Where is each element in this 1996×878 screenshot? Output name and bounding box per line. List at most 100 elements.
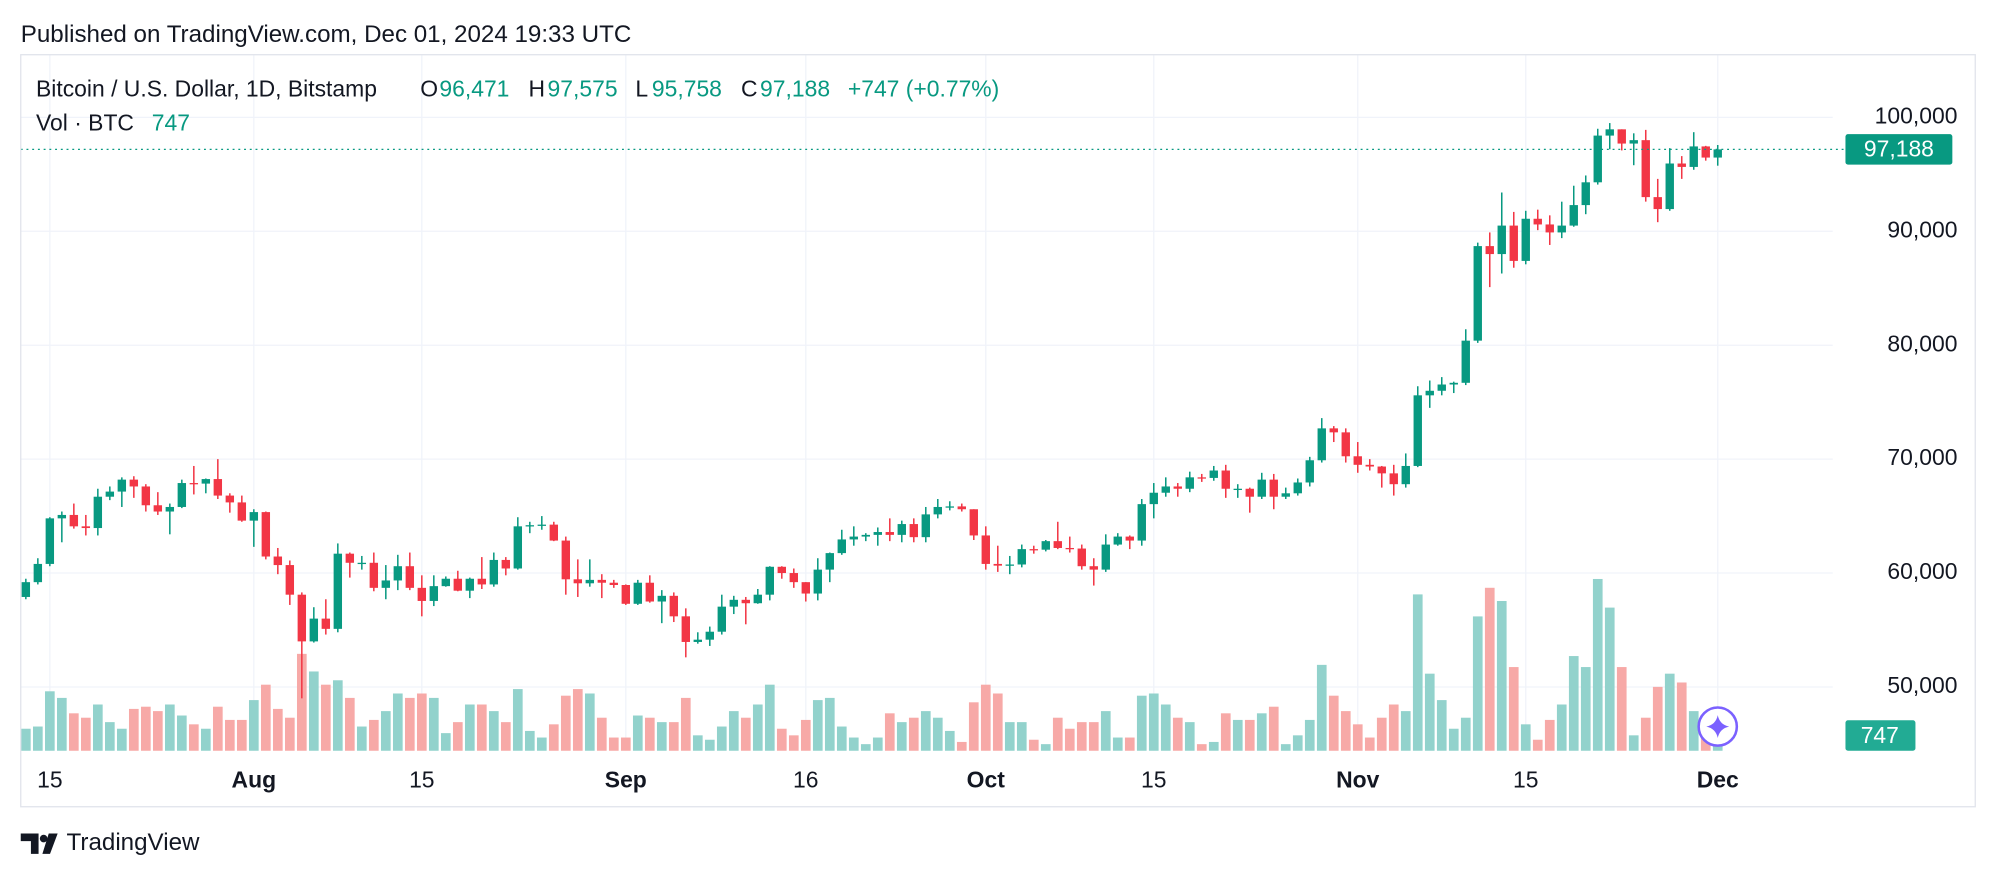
candle-body	[909, 524, 918, 538]
volume-bar	[1184, 722, 1195, 751]
candle-body	[1413, 395, 1422, 466]
volume-bar	[1268, 706, 1279, 751]
candle-body	[681, 616, 691, 642]
candle-body	[573, 579, 583, 584]
volume-bar	[1064, 728, 1075, 751]
volume-bar	[620, 737, 631, 751]
volume-bar	[1028, 739, 1039, 751]
candle-body	[225, 495, 235, 503]
volume-bar	[200, 728, 211, 751]
candle-body	[285, 565, 295, 595]
candle-body	[201, 479, 211, 484]
volume-bar	[1484, 587, 1495, 751]
volume-bar	[908, 717, 919, 751]
candle-body	[117, 479, 127, 492]
volume-bar	[224, 719, 235, 751]
x-tick-label: 15	[1141, 766, 1166, 792]
volume-bar	[1280, 744, 1291, 751]
volume-bar	[560, 695, 571, 751]
volume-bar	[1256, 713, 1267, 751]
volume-bar	[380, 711, 391, 751]
candle-body	[333, 553, 343, 629]
volume-bar	[1436, 700, 1447, 751]
candle-body	[381, 580, 391, 588]
candle-body	[261, 512, 271, 557]
last-price-tag	[1845, 134, 1953, 165]
volume-bar	[992, 693, 1003, 751]
candle-body	[489, 559, 499, 585]
legend-change: +747 (+0.77%)	[848, 75, 999, 101]
volume-bar	[152, 711, 163, 751]
legend-close-value: 97,188	[760, 75, 830, 101]
candle-body	[249, 512, 259, 521]
volume-bar	[320, 684, 331, 751]
volume-bar	[980, 684, 991, 751]
volume-bar	[1580, 667, 1591, 751]
volume-bar	[92, 704, 103, 751]
candle-body	[1641, 140, 1650, 198]
y-tick-label: 90,000	[1887, 216, 1957, 242]
candle-body	[633, 582, 643, 604]
volume-bar	[1388, 704, 1399, 751]
candle-body	[57, 514, 67, 519]
volume-bar	[956, 741, 967, 751]
candle-body	[1305, 460, 1314, 483]
candle-body	[741, 599, 750, 604]
candle-body	[309, 618, 319, 642]
volume-bar	[1004, 722, 1015, 751]
candle-body	[237, 502, 247, 521]
candle-body	[33, 563, 43, 583]
candle-body	[837, 539, 846, 554]
volume-bar	[1196, 744, 1207, 751]
candle-body	[1389, 473, 1398, 485]
volume-bar	[608, 737, 619, 751]
volume-bar	[668, 722, 679, 751]
candle-body	[693, 639, 702, 642]
candle-body	[405, 566, 415, 588]
volume-bar	[848, 737, 859, 751]
volume-bar	[1568, 656, 1579, 751]
candle-body	[1269, 479, 1278, 497]
candle-body	[1401, 465, 1410, 485]
candle-body	[753, 594, 762, 604]
candle-body	[885, 532, 894, 535]
candle-body	[129, 479, 139, 487]
candle-body	[1665, 163, 1674, 210]
candle-body	[561, 540, 571, 580]
brand-logo	[20, 833, 58, 854]
volume-bar	[1052, 717, 1063, 751]
volume-bar	[212, 706, 223, 751]
volume-bar	[57, 697, 67, 751]
volume-bar	[1472, 616, 1483, 751]
volume-bar	[812, 700, 823, 751]
candle-body	[525, 525, 535, 527]
candle-body	[1005, 564, 1014, 566]
candle-body	[177, 483, 187, 507]
volume-bar	[512, 689, 523, 751]
candle-body	[1065, 547, 1074, 550]
candle-body	[729, 599, 738, 607]
volume-bar	[584, 693, 595, 751]
legend-close-label: C	[741, 75, 758, 101]
volume-bar	[1652, 686, 1663, 751]
candle-body	[1365, 464, 1374, 467]
candle-body	[849, 536, 858, 540]
candle-body	[765, 566, 774, 595]
candle-body	[825, 553, 834, 570]
candle-body	[1581, 182, 1590, 206]
volume-bar	[548, 724, 559, 751]
volume-bar	[884, 713, 895, 751]
volume-bar	[836, 726, 847, 751]
volume-bar	[1640, 717, 1651, 751]
candle-body	[897, 524, 906, 535]
volume-bar	[944, 730, 955, 751]
volume-bar	[644, 717, 655, 751]
volume-bar	[788, 735, 799, 751]
candle-body	[537, 524, 547, 526]
volume-bar	[1592, 578, 1603, 751]
candle-body	[789, 573, 798, 583]
candle-body	[1137, 504, 1146, 541]
volume-bar	[116, 728, 127, 751]
y-tick-label: 100,000	[1875, 102, 1958, 128]
